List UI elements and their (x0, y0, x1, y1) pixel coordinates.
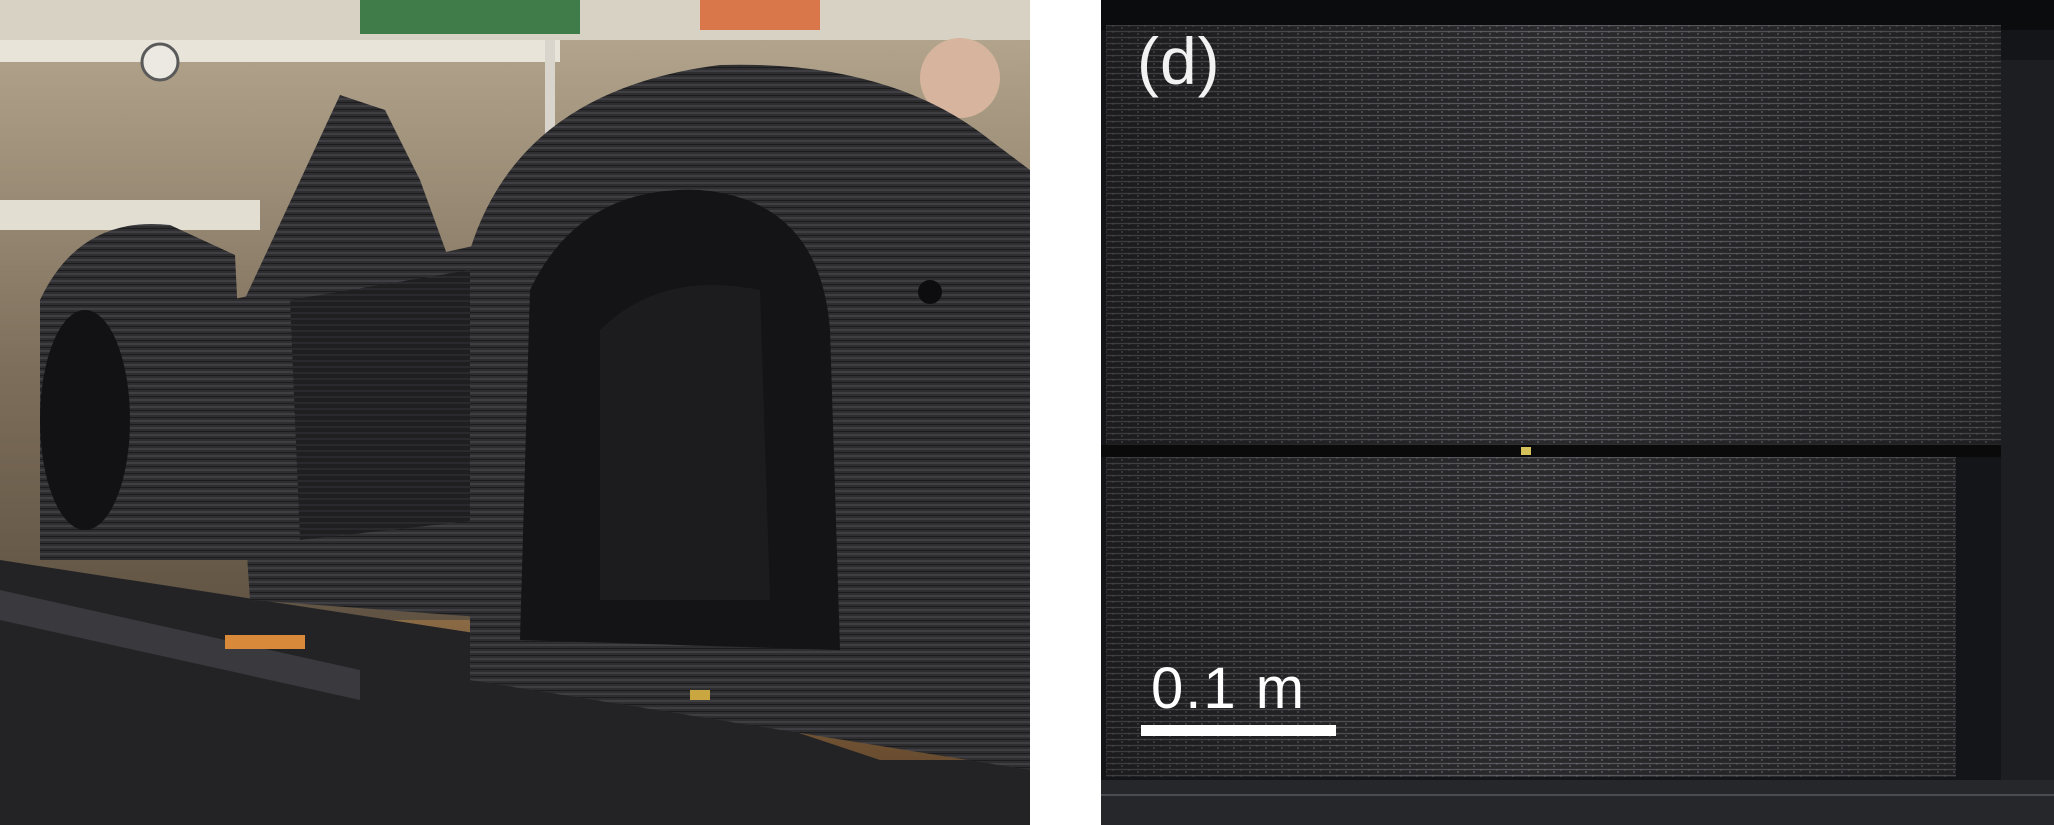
overhead-beam (0, 40, 560, 62)
orange-sign (700, 0, 820, 30)
green-sign (360, 0, 580, 34)
orange-debris (225, 635, 305, 649)
camera-dome (140, 42, 180, 82)
base-plate (0, 560, 1030, 825)
rear-arch-opening (40, 310, 130, 530)
base-edge (0, 590, 360, 700)
lower-block-shading (1106, 457, 1956, 777)
shelf-rail (0, 200, 260, 230)
seam-marker (1521, 447, 1531, 455)
yellow-debris (690, 690, 710, 700)
inner-wheel-well (600, 285, 770, 600)
block-seam (1101, 445, 2054, 457)
scale-bar-label: 0.1 m (1151, 656, 1307, 721)
panel-label: (d) (1137, 24, 1221, 98)
photo-panel-block: (d) 0.1 m (1101, 0, 2054, 825)
photo-panel-car (0, 0, 1030, 825)
cockpit-recess (290, 270, 480, 540)
machine-frame (2001, 60, 2054, 780)
person-head (920, 38, 1000, 118)
surface-defect (918, 280, 942, 304)
block-photo-illustration (1101, 0, 2054, 825)
upper-block-shading (1106, 25, 2001, 445)
bed-rail (1101, 780, 2054, 825)
scale-bar (1141, 725, 1336, 736)
car-photo-illustration (0, 0, 1030, 825)
